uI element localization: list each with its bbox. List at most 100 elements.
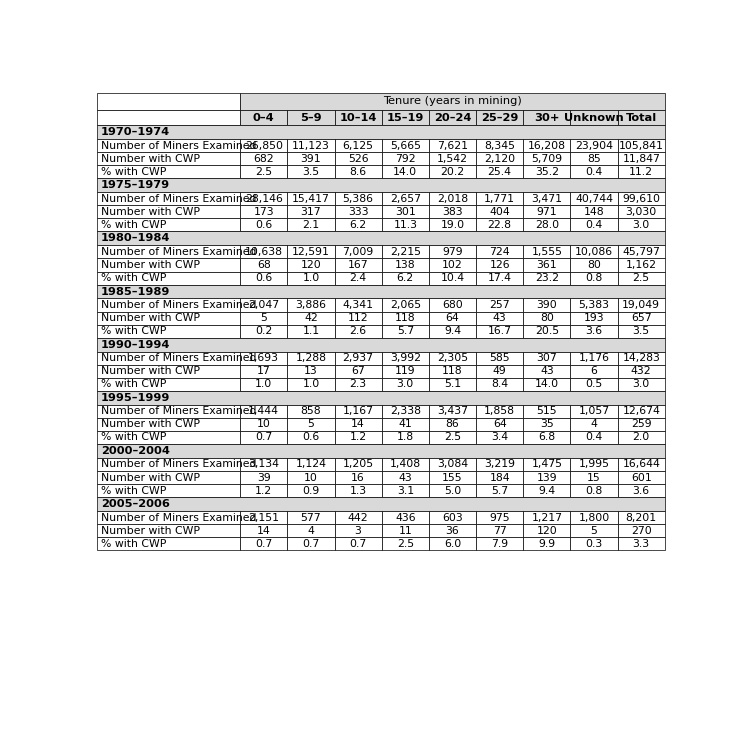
Text: 16: 16 <box>351 473 365 482</box>
Bar <box>476 110 523 125</box>
Text: 6.0: 6.0 <box>444 539 461 549</box>
Bar <box>240 110 288 125</box>
Bar <box>571 206 617 218</box>
Bar <box>429 192 476 206</box>
Bar <box>382 325 429 338</box>
Text: 2000–2004: 2000–2004 <box>100 446 169 456</box>
Text: 10,638: 10,638 <box>244 247 283 257</box>
Text: 1,475: 1,475 <box>531 459 562 470</box>
Bar <box>476 246 523 258</box>
Text: 2,047: 2,047 <box>248 300 279 310</box>
Bar <box>523 511 571 524</box>
Bar <box>476 458 523 471</box>
Bar <box>97 312 240 325</box>
Bar <box>334 404 382 418</box>
Bar <box>288 110 334 125</box>
Text: 2,120: 2,120 <box>484 154 515 164</box>
Text: Number with CWP: Number with CWP <box>100 473 200 482</box>
Bar <box>523 365 571 378</box>
Bar <box>382 192 429 206</box>
Text: 8.6: 8.6 <box>349 167 366 177</box>
Bar <box>288 484 334 497</box>
Text: Unknown: Unknown <box>564 113 624 122</box>
Bar <box>429 352 476 365</box>
Text: 3,084: 3,084 <box>437 459 468 470</box>
Bar <box>523 272 571 285</box>
Bar <box>617 418 665 431</box>
Text: 25.4: 25.4 <box>487 167 512 177</box>
Bar <box>571 365 617 378</box>
Text: 49: 49 <box>493 367 507 376</box>
Text: 5.1: 5.1 <box>444 379 461 390</box>
Bar <box>429 325 476 338</box>
Bar <box>97 511 240 524</box>
Bar <box>288 352 334 365</box>
Bar <box>97 298 240 312</box>
Bar <box>523 312 571 325</box>
Text: 3,437: 3,437 <box>437 407 468 416</box>
Text: 6.2: 6.2 <box>349 220 366 230</box>
Text: 1.1: 1.1 <box>302 326 319 336</box>
Bar <box>571 404 617 418</box>
Bar <box>476 431 523 444</box>
Text: 2,937: 2,937 <box>343 353 374 363</box>
Bar <box>382 404 429 418</box>
Bar <box>240 246 288 258</box>
Text: 1.0: 1.0 <box>255 379 273 390</box>
Bar <box>476 325 523 338</box>
Bar <box>288 165 334 178</box>
Text: 2,065: 2,065 <box>390 300 421 310</box>
Bar <box>382 458 429 471</box>
Bar <box>617 165 665 178</box>
Bar <box>97 537 240 551</box>
Text: 5,386: 5,386 <box>343 194 374 204</box>
Bar <box>334 139 382 152</box>
Bar <box>334 110 382 125</box>
Text: 10: 10 <box>257 419 270 430</box>
Bar <box>476 365 523 378</box>
Bar <box>97 365 240 378</box>
Bar <box>429 206 476 218</box>
Bar <box>382 431 429 444</box>
Bar <box>382 484 429 497</box>
Bar <box>240 352 288 365</box>
Text: 1,057: 1,057 <box>579 407 609 416</box>
Bar <box>240 378 288 391</box>
Text: 1,444: 1,444 <box>248 407 279 416</box>
Text: Number of Miners Examined: Number of Miners Examined <box>100 247 256 257</box>
Bar <box>240 298 288 312</box>
Bar <box>476 298 523 312</box>
Bar <box>429 272 476 285</box>
Bar <box>334 218 382 232</box>
Text: 17: 17 <box>257 367 270 376</box>
Text: 2.5: 2.5 <box>255 167 272 177</box>
Bar <box>240 139 288 152</box>
Text: 2.4: 2.4 <box>349 273 366 283</box>
Bar <box>476 312 523 325</box>
Text: 1995–1999: 1995–1999 <box>100 393 170 403</box>
Text: Total: Total <box>626 113 657 122</box>
Bar <box>476 484 523 497</box>
Bar <box>334 537 382 551</box>
Text: Tenure (years in mining): Tenure (years in mining) <box>383 96 522 106</box>
Bar <box>382 139 429 152</box>
Text: 3.0: 3.0 <box>397 379 414 390</box>
Text: 14.0: 14.0 <box>393 167 418 177</box>
Bar <box>429 431 476 444</box>
Bar <box>523 418 571 431</box>
Bar <box>523 458 571 471</box>
Bar <box>97 192 240 206</box>
Bar <box>617 484 665 497</box>
Text: 2,657: 2,657 <box>390 194 421 204</box>
Text: 3.5: 3.5 <box>633 326 650 336</box>
Bar <box>571 471 617 484</box>
Text: Number of Miners Examined: Number of Miners Examined <box>100 513 256 522</box>
Bar <box>288 537 334 551</box>
Text: 2,151: 2,151 <box>248 513 279 522</box>
Bar <box>334 458 382 471</box>
Text: 1990–1994: 1990–1994 <box>100 340 170 349</box>
Text: 1,408: 1,408 <box>390 459 421 470</box>
Text: % with CWP: % with CWP <box>100 433 166 442</box>
Bar <box>617 246 665 258</box>
Bar <box>571 152 617 165</box>
